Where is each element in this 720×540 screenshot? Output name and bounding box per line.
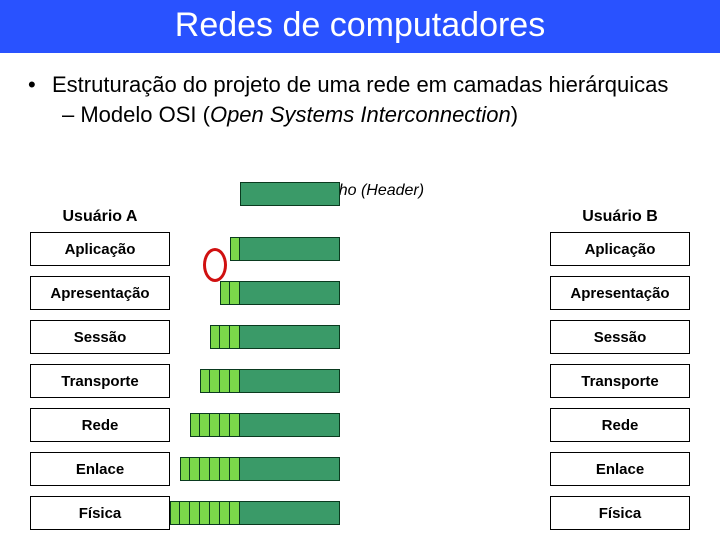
packet-row-0 <box>240 182 340 206</box>
packet-row-2 <box>220 281 340 305</box>
bullet-line: • Estruturação do projeto de uma rede em… <box>28 71 692 100</box>
sub-bullet: – Modelo OSI (Open Systems Interconnecti… <box>62 102 692 128</box>
layer-sessão-a: Sessão <box>30 320 170 354</box>
layer-transporte-b: Transporte <box>550 364 690 398</box>
layer-rede-a: Rede <box>30 408 170 442</box>
layer-física-b: Física <box>550 496 690 530</box>
layer-rede-b: Rede <box>550 408 690 442</box>
layer-física-a: Física <box>30 496 170 530</box>
col-user-a: Usuário A Aplicação Apresentação Sessão Tra… <box>30 208 170 540</box>
header-note-suffix: ) <box>419 182 424 199</box>
packet-row-1 <box>230 237 340 261</box>
header-note-italic: Header <box>366 182 418 199</box>
content-area: • Estruturação do projeto de uma rede em… <box>0 53 720 138</box>
sub-prefix: – Modelo OSI ( <box>62 102 210 127</box>
sub-italic: Open Systems Interconnection <box>210 102 511 127</box>
bullet-dot: • <box>28 71 52 100</box>
layer-enlace-a: Enlace <box>30 452 170 486</box>
packet-row-3 <box>210 325 340 349</box>
layer-enlace-b: Enlace <box>550 452 690 486</box>
label-user-b: Usuário B <box>550 208 690 226</box>
packet-row-6 <box>180 457 340 481</box>
layer-apresentação-b: Apresentação <box>550 276 690 310</box>
title-bar: Redes de computadores <box>0 0 720 53</box>
bullet-text: Estruturação do projeto de uma rede em c… <box>52 71 668 100</box>
highlight-circle <box>203 248 227 282</box>
col-user-b: Usuário B Aplicação Apresentação Sessão Tra… <box>550 208 690 540</box>
label-user-a: Usuário A <box>30 208 170 226</box>
layer-aplicação-a: Aplicação <box>30 232 170 266</box>
packet-row-4 <box>200 369 340 393</box>
layer-apresentação-a: Apresentação <box>30 276 170 310</box>
packet-row-5 <box>190 413 340 437</box>
layer-aplicação-b: Aplicação <box>550 232 690 266</box>
page-title: Redes de computadores <box>0 6 720 45</box>
layer-transporte-a: Transporte <box>30 364 170 398</box>
packet-row-7 <box>170 501 340 525</box>
layer-sessão-b: Sessão <box>550 320 690 354</box>
sub-suffix: ) <box>511 102 518 127</box>
